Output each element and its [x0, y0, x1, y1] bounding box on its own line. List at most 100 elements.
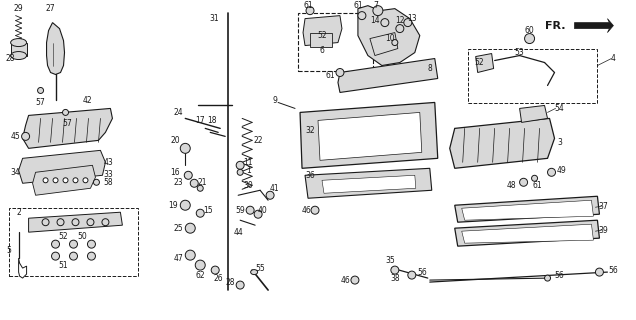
Polygon shape — [303, 16, 342, 45]
Text: 61: 61 — [325, 71, 335, 80]
Text: 52: 52 — [317, 31, 327, 40]
Text: 17: 17 — [195, 116, 205, 125]
Text: 7: 7 — [373, 1, 378, 10]
Text: 42: 42 — [83, 96, 92, 105]
Text: 40: 40 — [257, 206, 267, 215]
Circle shape — [404, 19, 411, 27]
Circle shape — [53, 178, 58, 183]
Ellipse shape — [11, 52, 27, 60]
Circle shape — [185, 223, 195, 233]
Polygon shape — [305, 168, 432, 198]
Circle shape — [190, 179, 198, 187]
Circle shape — [88, 240, 95, 248]
Circle shape — [93, 179, 99, 185]
Polygon shape — [520, 105, 548, 123]
Text: 19: 19 — [169, 201, 178, 210]
Text: 62: 62 — [195, 271, 205, 280]
Text: 13: 13 — [407, 14, 417, 23]
Circle shape — [195, 260, 205, 270]
Circle shape — [83, 178, 88, 183]
Text: 20: 20 — [170, 136, 180, 145]
Circle shape — [266, 191, 274, 199]
Polygon shape — [455, 196, 599, 222]
Text: 61: 61 — [533, 181, 543, 190]
Text: 52: 52 — [475, 58, 485, 67]
Text: 23: 23 — [174, 178, 183, 187]
Text: 46: 46 — [301, 206, 311, 215]
Circle shape — [69, 240, 78, 248]
Circle shape — [358, 12, 366, 20]
Text: 56: 56 — [609, 266, 618, 275]
Text: 50: 50 — [78, 232, 87, 241]
Text: 14: 14 — [370, 16, 380, 25]
Circle shape — [211, 266, 219, 274]
Text: 5: 5 — [6, 246, 11, 255]
Text: 46: 46 — [341, 276, 351, 284]
Text: 49: 49 — [556, 166, 567, 175]
Circle shape — [236, 161, 244, 169]
Polygon shape — [300, 102, 438, 168]
Circle shape — [595, 268, 604, 276]
Polygon shape — [318, 112, 422, 160]
Polygon shape — [18, 258, 27, 278]
Text: 4: 4 — [611, 54, 616, 63]
Bar — [9, 208, 139, 276]
Circle shape — [237, 169, 243, 175]
Circle shape — [236, 281, 244, 289]
Circle shape — [381, 19, 389, 27]
Polygon shape — [46, 23, 64, 75]
Circle shape — [69, 252, 78, 260]
Circle shape — [63, 178, 68, 183]
Ellipse shape — [11, 39, 27, 46]
Text: 31: 31 — [209, 14, 219, 23]
Text: 1: 1 — [245, 166, 251, 175]
Circle shape — [73, 178, 78, 183]
Circle shape — [43, 178, 48, 183]
Text: 51: 51 — [59, 260, 68, 270]
Circle shape — [180, 200, 190, 210]
Ellipse shape — [251, 270, 258, 275]
Text: 25: 25 — [174, 224, 183, 233]
Circle shape — [52, 252, 60, 260]
Polygon shape — [23, 108, 113, 148]
Circle shape — [62, 109, 69, 116]
Circle shape — [351, 276, 359, 284]
Text: 57: 57 — [62, 119, 73, 128]
Text: 43: 43 — [104, 158, 113, 167]
Text: 2: 2 — [17, 208, 21, 217]
Polygon shape — [370, 33, 398, 56]
Polygon shape — [322, 175, 416, 193]
Text: 58: 58 — [104, 178, 113, 187]
Circle shape — [520, 178, 528, 186]
Polygon shape — [18, 150, 106, 183]
Circle shape — [408, 271, 416, 279]
Text: 60: 60 — [525, 26, 534, 35]
Text: 18: 18 — [207, 116, 217, 125]
Text: 41: 41 — [269, 184, 279, 193]
Circle shape — [392, 40, 398, 45]
Circle shape — [38, 87, 43, 93]
Text: 10: 10 — [385, 34, 395, 43]
Circle shape — [373, 6, 383, 16]
Text: 33: 33 — [104, 170, 113, 179]
Polygon shape — [358, 6, 420, 66]
Circle shape — [336, 68, 344, 76]
Polygon shape — [455, 220, 599, 246]
Text: 59: 59 — [235, 206, 245, 215]
Text: 29: 29 — [14, 4, 24, 13]
Text: 30: 30 — [243, 181, 253, 190]
Text: 9: 9 — [273, 96, 277, 105]
Text: 16: 16 — [170, 168, 180, 177]
Text: 45: 45 — [11, 132, 20, 141]
Text: 48: 48 — [507, 181, 516, 190]
Circle shape — [180, 143, 190, 153]
Polygon shape — [338, 59, 438, 92]
Text: 54: 54 — [555, 104, 564, 113]
Text: FR.: FR. — [545, 20, 565, 31]
Text: 27: 27 — [46, 4, 55, 13]
Circle shape — [87, 219, 94, 226]
Text: 22: 22 — [253, 136, 263, 145]
Circle shape — [544, 275, 551, 281]
Circle shape — [72, 219, 79, 226]
Text: 8: 8 — [427, 64, 432, 73]
